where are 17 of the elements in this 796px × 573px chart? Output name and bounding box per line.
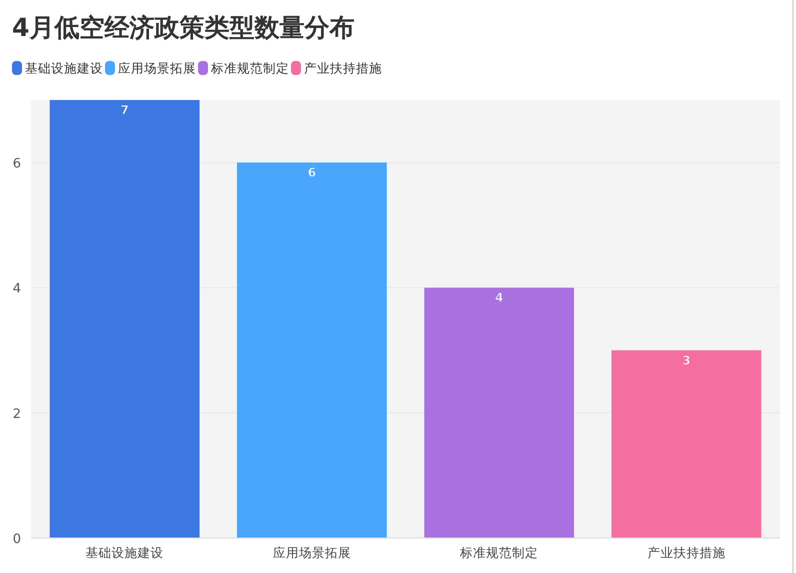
legend-label: 产业扶持措施 [304, 60, 382, 76]
data-label: 3 [682, 353, 691, 368]
x-tick-label: 标准规范制定 [459, 545, 538, 560]
y-tick-label: 2 [12, 406, 21, 422]
data-label: 4 [494, 290, 504, 305]
legend-label: 应用场景拓展 [118, 60, 196, 76]
chart-title: 4月低空经济政策类型数量分布 [12, 13, 354, 42]
data-label: 7 [120, 103, 129, 117]
x-tick-label: 产业扶持措施 [647, 545, 726, 560]
y-tick-label: 0 [12, 532, 21, 547]
data-label: 6 [308, 166, 316, 180]
y-tick-label: 4 [12, 282, 21, 297]
legend-label: 基础设施建设 [25, 60, 103, 76]
x-tick-label: 应用场景拓展 [272, 545, 351, 560]
x-tick-label: 基础设施建设 [86, 545, 164, 560]
legend-label: 标准规范制定 [210, 60, 289, 76]
y-tick-label: 6 [12, 156, 21, 172]
